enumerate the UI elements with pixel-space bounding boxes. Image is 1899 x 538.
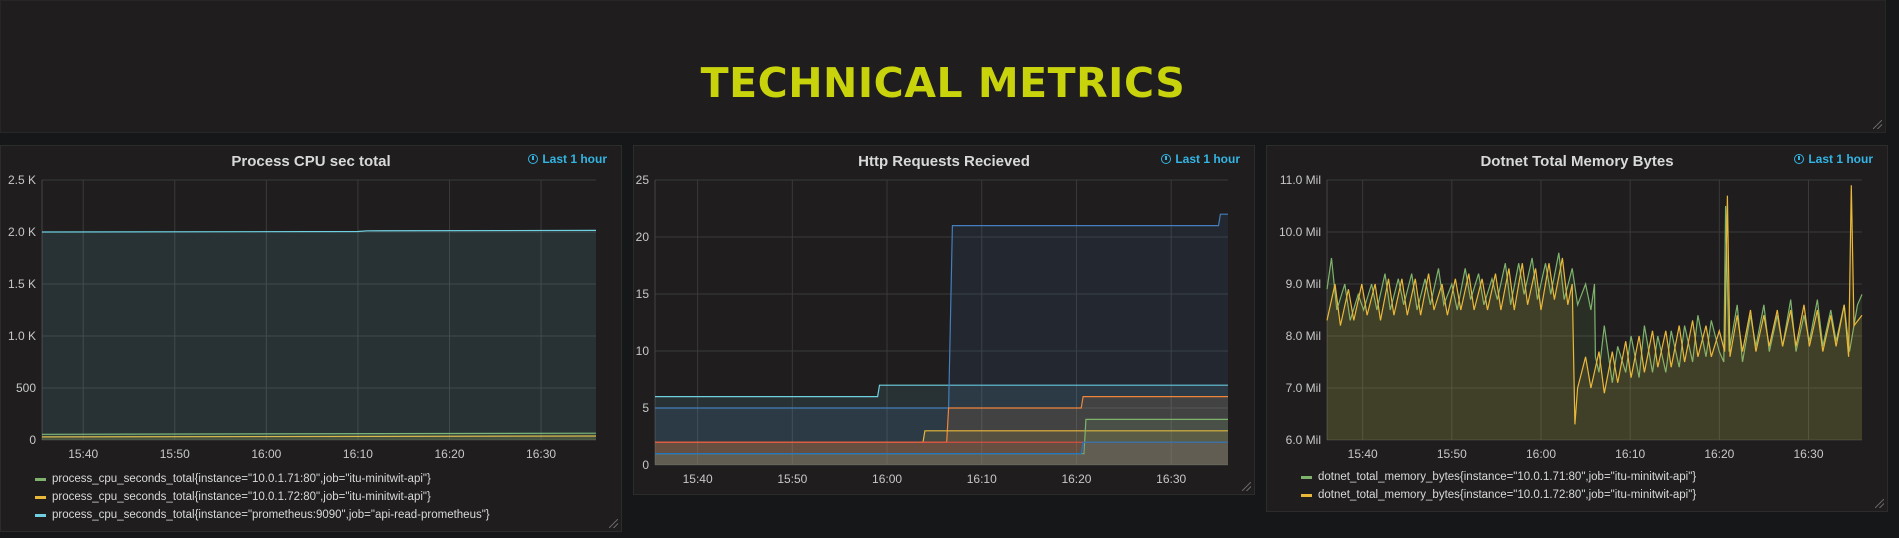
series-line <box>655 213 1228 409</box>
y-tick-label: 8.0 Mil <box>1286 329 1321 343</box>
y-tick-label: 7.0 Mil <box>1286 381 1321 395</box>
legend-item[interactable]: dotnet_total_memory_bytes{instance="10.0… <box>1301 468 1696 486</box>
y-tick-label: 0 <box>29 433 36 447</box>
panel-dotnet-memory: Dotnet Total Memory Bytes Last 1 hour 6.… <box>1266 145 1888 512</box>
x-tick-label: 16:10 <box>967 472 997 486</box>
x-tick-label: 16:20 <box>1061 472 1091 486</box>
resize-handle[interactable] <box>1875 499 1884 508</box>
panel-title[interactable]: Dotnet Total Memory Bytes <box>1480 153 1674 170</box>
legend-item[interactable]: process_cpu_seconds_total{instance="10.0… <box>35 488 490 506</box>
panel-http-requests: Http Requests Recieved Last 1 hour 0 5 10 1… <box>633 145 1255 495</box>
legend-item[interactable]: process_cpu_seconds_total{instance="10.0… <box>35 470 490 488</box>
series-area <box>42 230 596 440</box>
x-tick-label: 16:20 <box>434 447 464 461</box>
time-range-label: Last 1 hour <box>1175 152 1240 166</box>
legend-label: process_cpu_seconds_total{instance="10.0… <box>52 491 431 503</box>
legend-swatch <box>35 495 46 499</box>
series-line <box>41 432 597 435</box>
y-tick-label: 2.5 K <box>8 173 36 187</box>
legend-label: process_cpu_seconds_total{instance="prom… <box>52 509 490 521</box>
resize-handle[interactable] <box>1242 482 1251 491</box>
y-tick-label: 0 <box>642 458 649 472</box>
y-tick-label: 6.0 Mil <box>1286 433 1321 447</box>
series-line <box>655 384 1228 398</box>
series-line <box>41 435 597 438</box>
header-panel: TECHNICAL METRICS <box>0 0 1886 133</box>
clock-icon <box>1794 154 1805 164</box>
x-tick-label: 15:40 <box>68 447 98 461</box>
y-tick-label: 10.0 Mil <box>1279 225 1321 239</box>
chart-legend: dotnet_total_memory_bytes{instance="10.0… <box>1301 468 1696 504</box>
series-line <box>655 441 1228 455</box>
series-line <box>1326 185 1863 425</box>
y-tick-label: 20 <box>636 230 650 244</box>
time-range-label: Last 1 hour <box>1808 152 1873 166</box>
y-tick-label: 2.0 K <box>8 225 36 239</box>
x-tick-label: 16:10 <box>1615 447 1645 461</box>
legend-swatch <box>35 513 46 517</box>
x-tick-label: 15:50 <box>160 447 190 461</box>
cpu-chart[interactable]: 0 500 1.0 K 1.5 K 2.0 K 2.5 K 15:40 15:50 16:00 1… <box>1 146 623 461</box>
y-tick-label: 25 <box>636 173 650 187</box>
y-tick-label: 11.0 Mil <box>1280 173 1321 187</box>
x-tick-label: 15:50 <box>777 472 807 486</box>
legend-label: process_cpu_seconds_total{instance="10.0… <box>52 473 431 485</box>
x-tick-label: 16:30 <box>1793 447 1823 461</box>
y-tick-label: 1.5 K <box>8 277 36 291</box>
legend-label: dotnet_total_memory_bytes{instance="10.0… <box>1318 489 1697 501</box>
legend-item[interactable]: dotnet_total_memory_bytes{instance="10.0… <box>1301 486 1696 504</box>
x-tick-label: 16:30 <box>526 447 556 461</box>
resize-handle[interactable] <box>609 519 618 528</box>
series-area <box>655 214 1228 465</box>
y-tick-label: 10 <box>636 344 650 358</box>
x-tick-label: 16:10 <box>343 447 373 461</box>
legend-swatch <box>1301 475 1312 479</box>
x-tick-label: 16:00 <box>251 447 281 461</box>
y-tick-label: 500 <box>16 381 36 395</box>
time-range-badge[interactable]: Last 1 hour <box>1161 152 1240 166</box>
panel-process-cpu: Process CPU sec total Last 1 hour 0 500 1.… <box>0 145 622 532</box>
legend-swatch <box>1301 493 1312 497</box>
time-range-badge[interactable]: Last 1 hour <box>1794 152 1873 166</box>
dashboard-title: TECHNICAL METRICS <box>700 59 1186 107</box>
x-tick-label: 15:40 <box>1348 447 1378 461</box>
http-requests-chart[interactable]: 0 5 10 15 20 25 15:40 15:50 16:00 16:10 16:20 16:30 <box>634 146 1256 486</box>
resize-handle[interactable] <box>1873 120 1882 129</box>
y-tick-label: 9.0 Mil <box>1286 277 1321 291</box>
panel-title[interactable]: Http Requests Recieved <box>858 153 1030 170</box>
legend-item[interactable]: process_cpu_seconds_total{instance="prom… <box>35 506 490 524</box>
time-range-badge[interactable]: Last 1 hour <box>528 152 607 166</box>
clock-icon <box>528 154 539 164</box>
panel-title[interactable]: Process CPU sec total <box>231 153 391 170</box>
x-tick-label: 15:50 <box>1437 447 1467 461</box>
x-tick-label: 16:00 <box>1526 447 1556 461</box>
x-tick-label: 16:00 <box>872 472 902 486</box>
legend-label: dotnet_total_memory_bytes{instance="10.0… <box>1318 471 1697 483</box>
x-tick-label: 16:30 <box>1156 472 1186 486</box>
time-range-label: Last 1 hour <box>542 152 607 166</box>
y-tick-label: 1.0 K <box>8 329 36 343</box>
x-tick-label: 15:40 <box>683 472 713 486</box>
y-tick-label: 15 <box>636 287 650 301</box>
clock-icon <box>1161 154 1172 164</box>
x-tick-label: 16:20 <box>1704 447 1734 461</box>
memory-chart[interactable]: 6.0 Mil 7.0 Mil 8.0 Mil 9.0 Mil 10.0 Mil 11.0… <box>1267 146 1889 461</box>
chart-legend: process_cpu_seconds_total{instance="10.0… <box>35 470 490 524</box>
y-tick-label: 5 <box>642 401 649 415</box>
legend-swatch <box>35 477 46 481</box>
series-line <box>41 229 597 233</box>
series-line <box>1326 205 1863 383</box>
